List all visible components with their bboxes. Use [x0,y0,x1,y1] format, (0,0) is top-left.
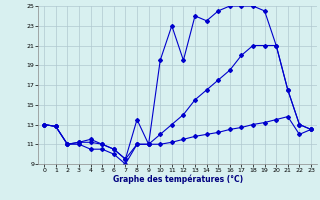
X-axis label: Graphe des températures (°C): Graphe des températures (°C) [113,175,243,184]
